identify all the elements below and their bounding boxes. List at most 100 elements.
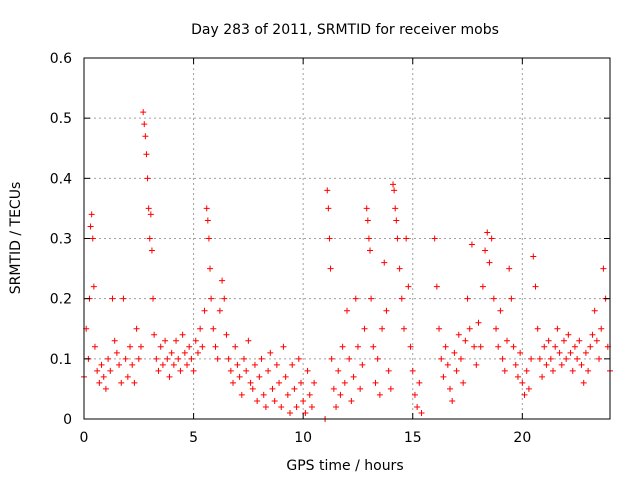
data-point (591, 307, 598, 314)
data-point (394, 235, 401, 242)
data-point (129, 361, 136, 368)
data-point (221, 295, 228, 302)
data-point (374, 355, 381, 362)
data-point (236, 373, 243, 380)
data-point (96, 379, 103, 386)
data-point (539, 373, 546, 380)
data-point (339, 343, 346, 350)
data-point (118, 379, 125, 386)
data-point (155, 367, 162, 374)
data-point (359, 361, 366, 368)
data-point (598, 325, 605, 332)
data-point (530, 253, 537, 260)
data-point (300, 397, 307, 404)
data-point (166, 373, 173, 380)
data-point (98, 361, 105, 368)
data-point (328, 355, 335, 362)
data-point (565, 331, 572, 338)
data-point (580, 379, 587, 386)
data-point (462, 337, 469, 344)
data-point (407, 343, 414, 350)
data-point (547, 355, 554, 362)
data-point (468, 241, 475, 248)
data-point (499, 355, 506, 362)
data-point (311, 379, 318, 386)
data-point (383, 307, 390, 314)
data-point (510, 343, 517, 350)
data-point (143, 151, 150, 158)
data-point (116, 361, 123, 368)
data-point (190, 367, 197, 374)
data-point (409, 367, 416, 374)
data-point (532, 283, 539, 290)
data-point (232, 343, 239, 350)
data-point (243, 367, 250, 374)
data-point (304, 367, 311, 374)
data-point (376, 391, 383, 398)
data-point (372, 379, 379, 386)
data-point (514, 373, 521, 380)
y-tick-label: 0.4 (50, 171, 72, 187)
data-point (541, 343, 548, 350)
y-axis-label: SRMTID / TECUs (8, 182, 24, 295)
data-point (350, 373, 357, 380)
data-point (249, 385, 256, 392)
data-point (142, 133, 149, 140)
data-point (122, 355, 129, 362)
data-point (464, 295, 471, 302)
data-point (600, 265, 607, 272)
data-point (335, 367, 342, 374)
data-point (324, 187, 331, 194)
data-point (133, 325, 140, 332)
data-point (162, 337, 169, 344)
data-point (506, 265, 513, 272)
data-point (563, 355, 570, 362)
data-point (486, 259, 493, 266)
data-point (240, 355, 247, 362)
data-point (416, 379, 423, 386)
y-tick-label: 0.6 (50, 51, 72, 67)
data-point (184, 361, 191, 368)
data-point (361, 325, 368, 332)
data-point (325, 205, 332, 212)
data-point (519, 379, 526, 386)
data-point (127, 343, 134, 350)
data-point (87, 223, 94, 230)
data-point (278, 403, 285, 410)
data-point (379, 325, 386, 332)
x-tick-label: 20 (513, 430, 531, 446)
data-point (208, 295, 215, 302)
data-point (90, 283, 97, 290)
data-point (392, 205, 399, 212)
data-point (170, 361, 177, 368)
data-point (528, 355, 535, 362)
data-point (567, 349, 574, 356)
data-point (466, 325, 473, 332)
data-point (460, 379, 467, 386)
data-point (287, 409, 294, 416)
data-point (365, 235, 372, 242)
data-point (88, 211, 95, 218)
x-tick-label: 5 (189, 430, 198, 446)
data-point (144, 175, 151, 182)
data-point (431, 235, 438, 242)
data-point (534, 325, 541, 332)
data-point (219, 277, 226, 284)
data-point (381, 259, 388, 266)
data-point (201, 307, 208, 314)
data-point (177, 367, 184, 374)
data-point (449, 397, 456, 404)
data-point (348, 397, 355, 404)
data-point (140, 109, 147, 116)
data-point (175, 355, 182, 362)
data-point (247, 379, 254, 386)
data-point (545, 337, 552, 344)
data-point (111, 337, 118, 344)
data-point (109, 295, 116, 302)
data-point (536, 355, 543, 362)
y-tick-label: 0.1 (50, 352, 72, 368)
x-axis-label: GPS time / hours (286, 458, 403, 474)
data-point (302, 409, 309, 416)
data-point (352, 295, 359, 302)
data-point (168, 349, 175, 356)
